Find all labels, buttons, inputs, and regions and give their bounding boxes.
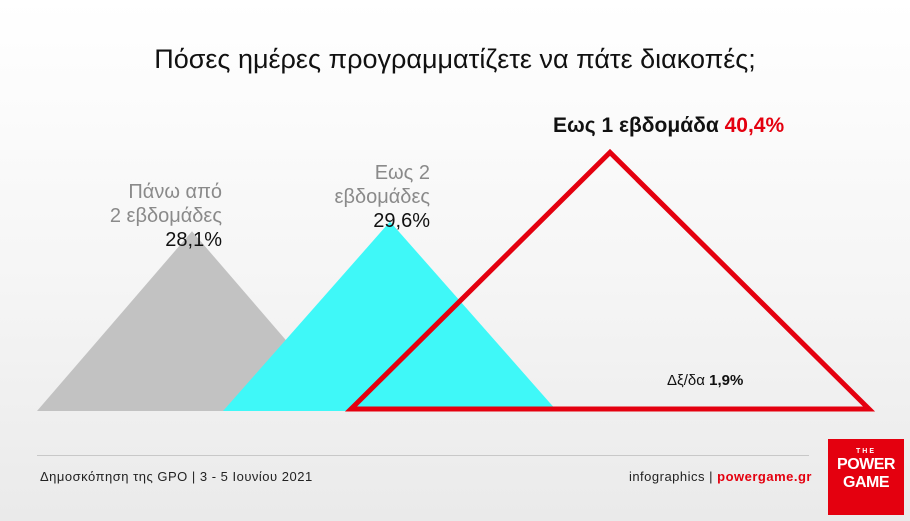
footer-source: Δημοσκόπηση της GPO | 3 - 5 Ιουνίου 2021: [40, 469, 313, 484]
label-dont-know: Δξ/δα 1,9%: [667, 369, 743, 393]
label-over-2-weeks: Πάνω από 2 εβδομάδες 28,1%: [110, 180, 222, 252]
powergame-logo[interactable]: THE POWER GAME: [828, 439, 904, 515]
logo-power: POWER: [837, 456, 895, 473]
label-up-to-1-week: Εως 1 εβδομάδα 40,4%: [553, 114, 784, 138]
label-over-2-weeks-line1: Πάνω από: [128, 181, 222, 203]
logo-the: THE: [856, 448, 876, 455]
chart-title: Πόσες ημέρες προγραμματίζετε να πάτε δια…: [154, 44, 756, 74]
logo-game: GAME: [843, 474, 890, 491]
label-up-to-2-weeks: Εως 2 εβδομάδες 29,6%: [335, 161, 430, 233]
label-dont-know-name: Δξ/δα: [667, 372, 705, 389]
value-dont-know: 1,9%: [709, 372, 744, 389]
label-over-2-weeks-line2: 2 εβδομάδες: [109, 205, 222, 227]
footer-site-link[interactable]: powergame.gr: [717, 469, 812, 484]
footer-credit: infographics | powergame.gr: [629, 469, 812, 484]
label-up-to-2-weeks-line2: εβδομάδες: [334, 186, 430, 208]
triangle-up-to-1-week: [344, 148, 876, 412]
value-over-2-weeks: 28,1%: [165, 229, 222, 251]
value-up-to-2-weeks: 29,6%: [373, 210, 430, 232]
value-up-to-1-week: 40,4%: [724, 114, 785, 137]
footer-divider: [37, 455, 809, 456]
label-up-to-2-weeks-line1: Εως 2: [374, 162, 430, 184]
footer-credit-prefix: infographics |: [628, 469, 718, 484]
triangle-up-to-2-weeks: [223, 221, 557, 411]
label-up-to-1-week-name: Εως 1 εβδομάδα: [553, 114, 719, 137]
